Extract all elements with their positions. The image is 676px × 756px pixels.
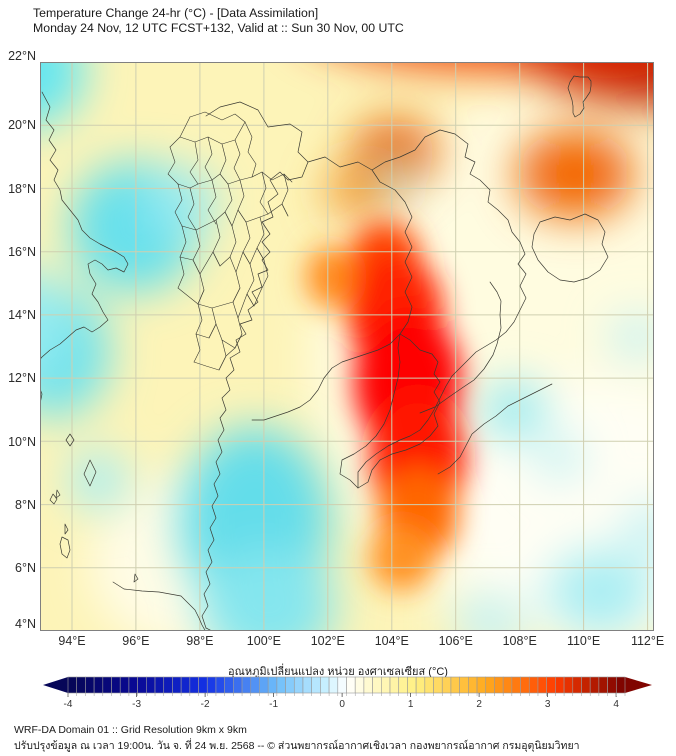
svg-text:-3: -3 (132, 699, 141, 710)
svg-text:1: 1 (408, 699, 414, 710)
svg-text:0: 0 (339, 699, 345, 710)
svg-text:3: 3 (545, 699, 551, 710)
svg-text:2: 2 (476, 699, 482, 710)
svg-text:-4: -4 (64, 699, 73, 710)
svg-text:-1: -1 (269, 699, 278, 710)
svg-text:4: 4 (613, 699, 619, 710)
svg-text:-2: -2 (201, 699, 210, 710)
